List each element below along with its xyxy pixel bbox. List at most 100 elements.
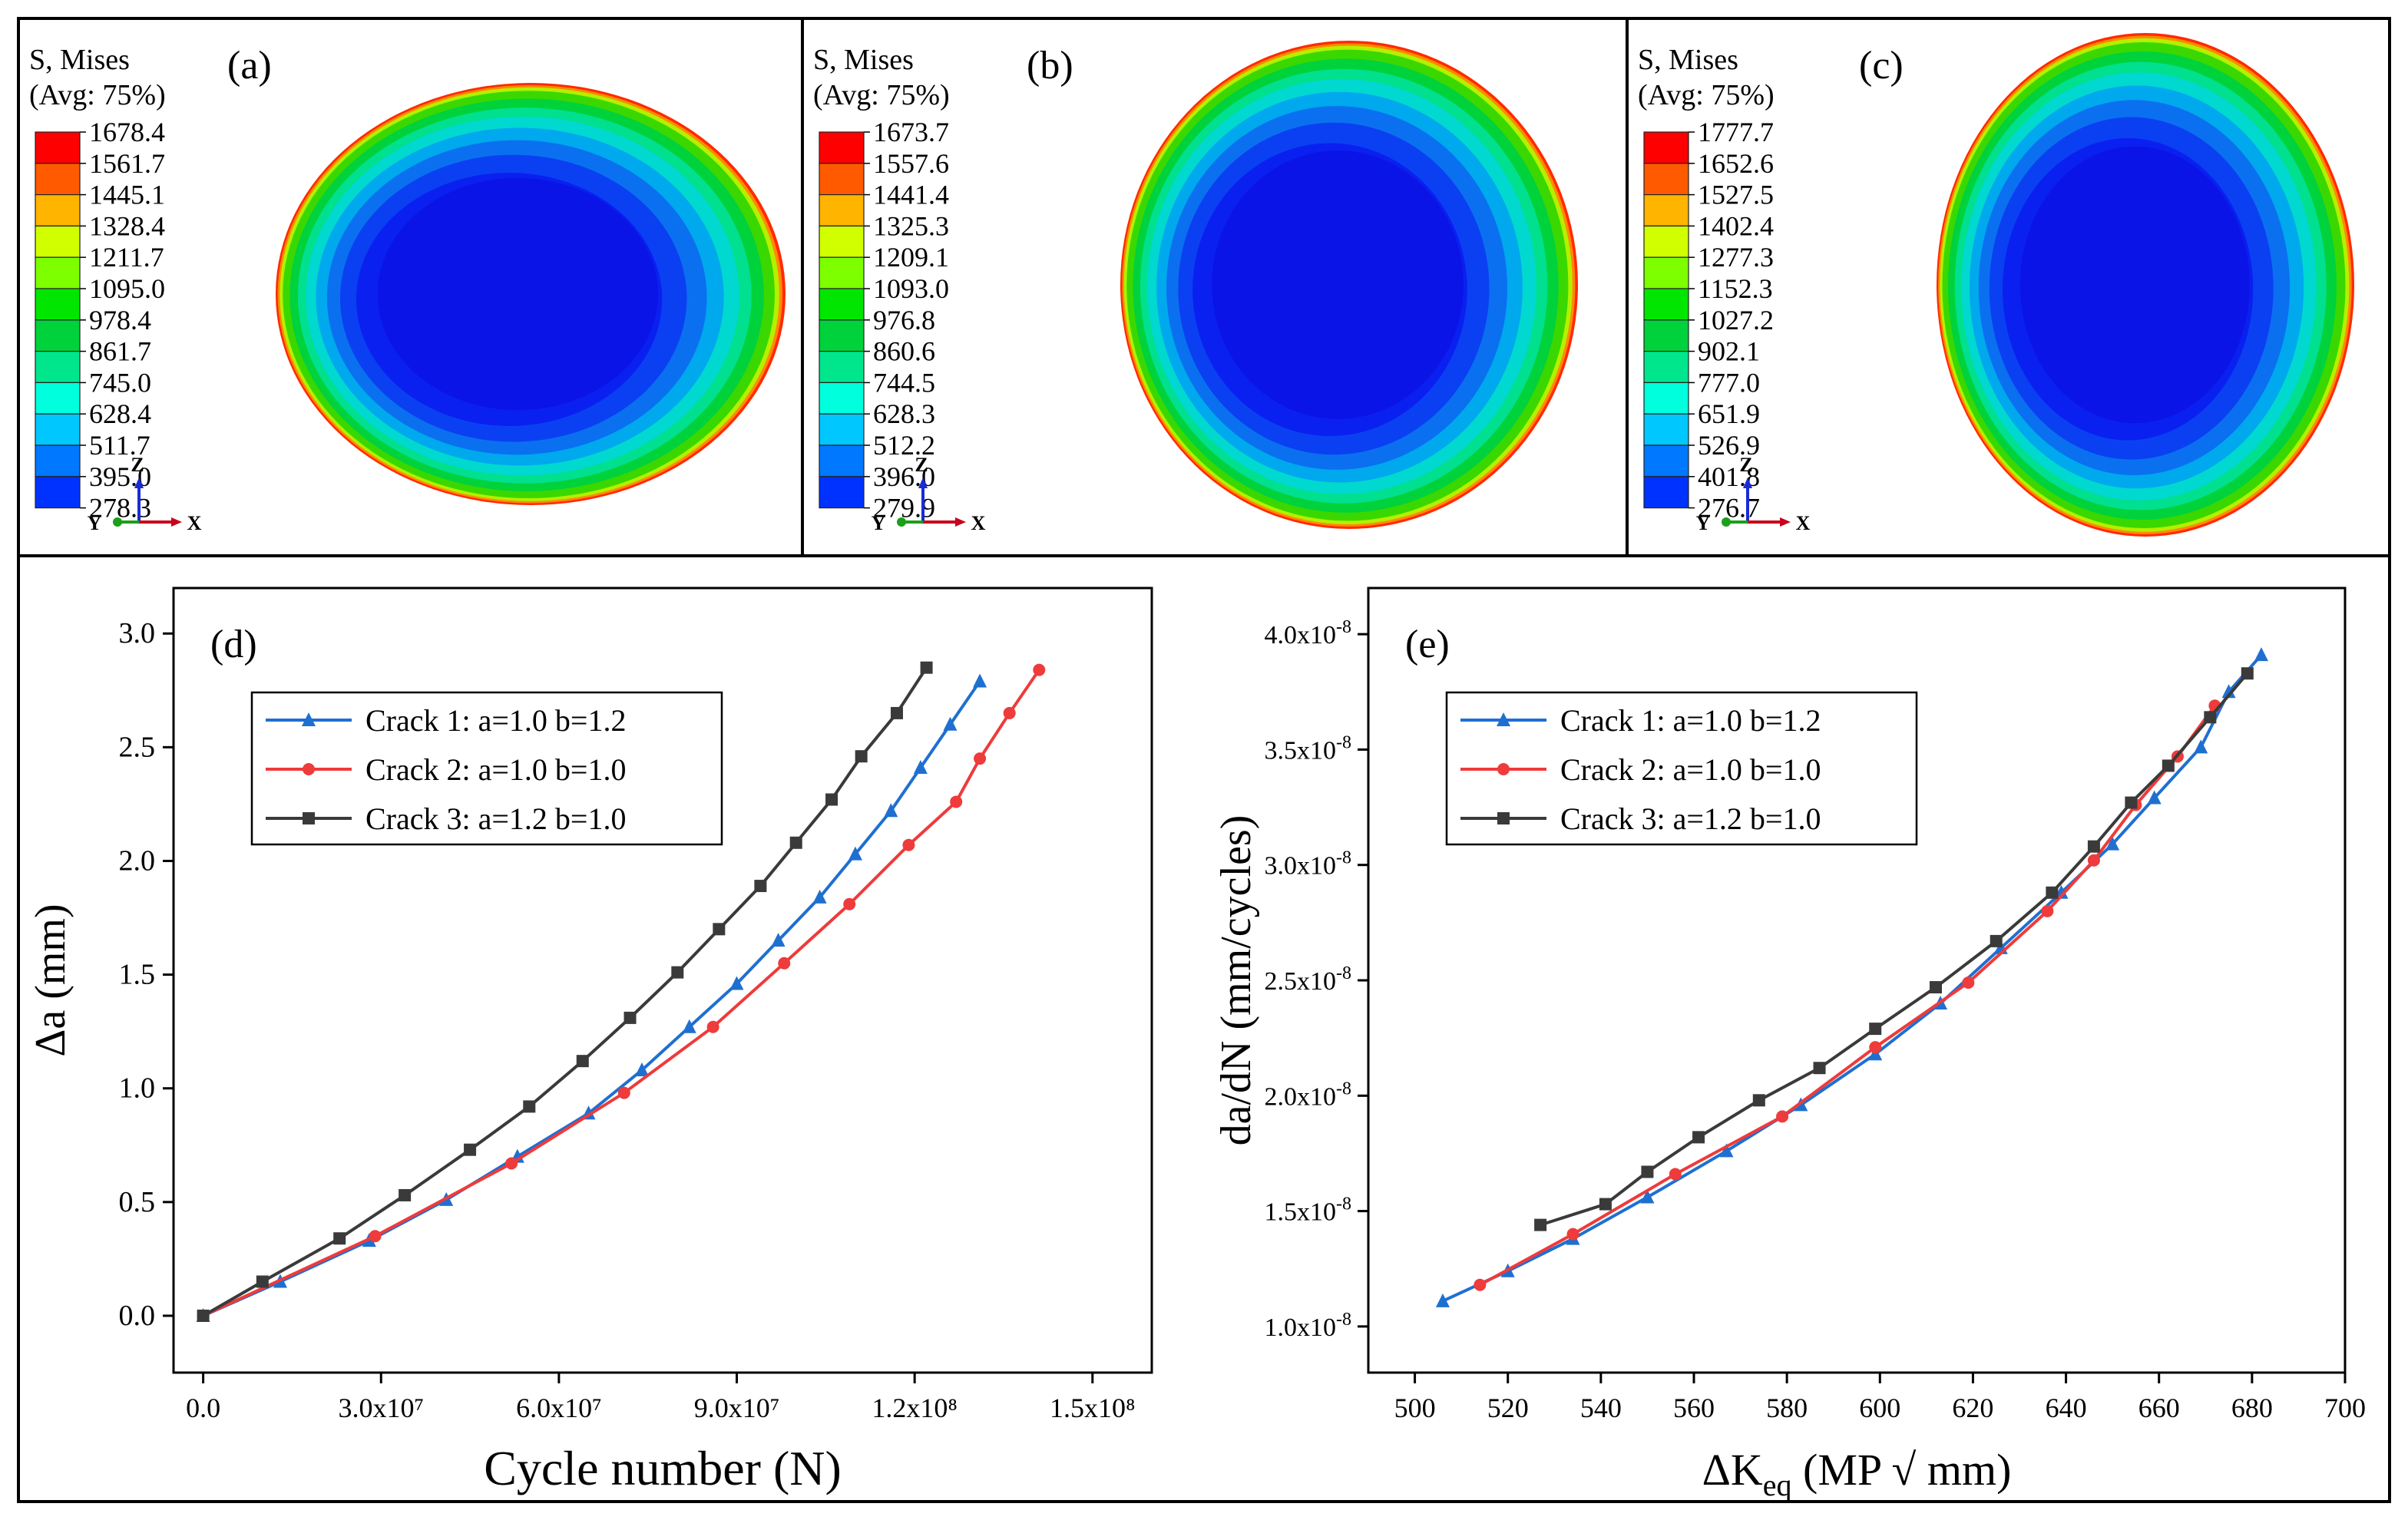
- y-tick-label: 2.5x10-8: [1265, 963, 1352, 996]
- data-point: [884, 803, 898, 818]
- data-point: [713, 923, 726, 936]
- legend-marker: [302, 712, 316, 726]
- legend-swatch: [819, 256, 865, 289]
- legend-swatch: [819, 413, 865, 446]
- triad-z-label: Z: [1739, 454, 1752, 476]
- legend-value: 1152.3: [1698, 273, 1773, 304]
- data-point: [1869, 1041, 1882, 1054]
- triad-x-label: X: [971, 512, 986, 534]
- x-tick-label: 600: [1859, 1393, 1900, 1423]
- chart-d: 0.0 3.0x10⁷ 6.0x10⁷ 9.0x10⁷ 1.2x10⁸ 1.5x10⁸ 0.…: [27, 587, 1153, 1495]
- y-tick-label: 1.5x10-8: [1265, 1195, 1352, 1227]
- legend-swatch: [1643, 382, 1689, 415]
- data-point: [855, 750, 868, 763]
- legend-entry-label: Crack 3: a=1.2 b=1.0: [366, 801, 627, 836]
- triad-x-arrow: [171, 517, 182, 527]
- data-point: [682, 1019, 696, 1033]
- data-point: [1435, 1293, 1450, 1307]
- y-tick-label: 4.0x10-8: [1265, 617, 1352, 649]
- panel-label: (d): [210, 623, 257, 666]
- legend-value: 511.7: [89, 430, 150, 461]
- figure-frame: [17, 17, 2391, 1503]
- y-tick-label: 3.0: [119, 617, 156, 649]
- legend-swatch: [1643, 163, 1689, 196]
- data-point: [1640, 1189, 1655, 1204]
- x-tick-label: 3.0x10⁷: [338, 1393, 424, 1423]
- triad-x-arrow: [1780, 517, 1791, 527]
- legend-swatch: [819, 382, 865, 415]
- legend-marker: [1497, 763, 1510, 775]
- legend-value: 976.8: [873, 305, 935, 335]
- legend-swatch: [819, 319, 865, 352]
- data-point: [920, 661, 933, 674]
- legend-value: 1402.4: [1698, 210, 1774, 241]
- legend-entry-label: Crack 3: a=1.2 b=1.0: [1560, 801, 1821, 836]
- legend-swatch: [35, 382, 81, 415]
- legend-swatch: [1643, 288, 1689, 321]
- y-tick-label: 2.0: [119, 844, 156, 877]
- legend-value: 1557.6: [873, 148, 949, 179]
- legend-swatch: [35, 225, 81, 258]
- legend-value: 1093.0: [873, 273, 949, 304]
- legend-swatch: [35, 288, 81, 321]
- y-axis-label: Δa (mm): [27, 904, 74, 1056]
- data-point: [890, 706, 903, 719]
- legend-value: 1095.0: [89, 273, 165, 304]
- data-point: [1868, 1046, 1883, 1061]
- data-point: [950, 795, 963, 808]
- legend-swatch: [1643, 444, 1689, 477]
- legend-swatch: [819, 444, 865, 477]
- data-point: [1962, 976, 1975, 990]
- triad-y-label: Y: [1696, 512, 1711, 534]
- data-point: [913, 760, 928, 775]
- legend-entry-label: Crack 1: a=1.0 b=1.2: [1560, 703, 1821, 738]
- fem-panel-a: S, Mises(Avg: 75%)(a)1678.41561.71445.11…: [29, 44, 786, 534]
- legend-value: 651.9: [1698, 398, 1760, 429]
- legend-swatch: [819, 351, 865, 384]
- data-point: [1033, 663, 1046, 676]
- legend-value: 526.9: [1698, 430, 1760, 461]
- legend-marker: [303, 812, 315, 824]
- data-point: [617, 1086, 630, 1099]
- data-point: [1534, 1218, 1547, 1231]
- legend-swatch: [819, 225, 865, 258]
- data-point: [1692, 1131, 1705, 1144]
- data-point: [1003, 706, 1016, 719]
- data-point: [369, 1230, 382, 1243]
- data-point: [1474, 1278, 1487, 1291]
- triad-z-arrow: [1743, 477, 1752, 488]
- y-tick-label: 2.0x10-8: [1265, 1079, 1352, 1111]
- data-point: [825, 793, 838, 806]
- data-point: [624, 1011, 637, 1024]
- data-point: [634, 1062, 649, 1077]
- triad-y-marker: [113, 517, 122, 527]
- legend-swatch: [35, 256, 81, 289]
- legend-swatch: [1643, 413, 1689, 446]
- legend-subtitle: (Avg: 75%): [1638, 79, 1775, 111]
- panel-divider-bc: [1626, 17, 1629, 556]
- data-point: [848, 846, 862, 861]
- legend-value: 1277.3: [1698, 242, 1774, 273]
- data-point: [2221, 684, 2236, 699]
- x-tick-label: 0.0: [186, 1393, 220, 1423]
- data-point: [1869, 1023, 1882, 1036]
- x-tick-label: 660: [2138, 1393, 2180, 1423]
- data-point: [843, 897, 856, 910]
- legend-value: 1527.5: [1698, 180, 1774, 210]
- triad-y-marker: [897, 517, 906, 527]
- triad-z-label: Z: [131, 454, 144, 476]
- data-point: [2105, 836, 2120, 851]
- fem-panel-b: S, Mises(Avg: 75%)(b)1673.71557.61441.41…: [813, 41, 1578, 534]
- legend-marker: [303, 763, 315, 775]
- panel-label: (e): [1405, 623, 1450, 666]
- legend-swatch: [35, 476, 81, 509]
- legend-value: 1209.1: [873, 242, 949, 273]
- legend-subtitle: (Avg: 75%): [813, 79, 950, 111]
- data-point: [2147, 790, 2162, 805]
- legend-entry-label: Crack 1: a=1.0 b=1.2: [366, 703, 627, 738]
- data-point: [2125, 796, 2138, 809]
- legend-swatch: [35, 194, 81, 227]
- x-axis-label: ΔKeq (MP √ mm): [1702, 1445, 2012, 1500]
- legend-swatch: [1643, 351, 1689, 384]
- y-tick-label: 2.5: [119, 731, 156, 763]
